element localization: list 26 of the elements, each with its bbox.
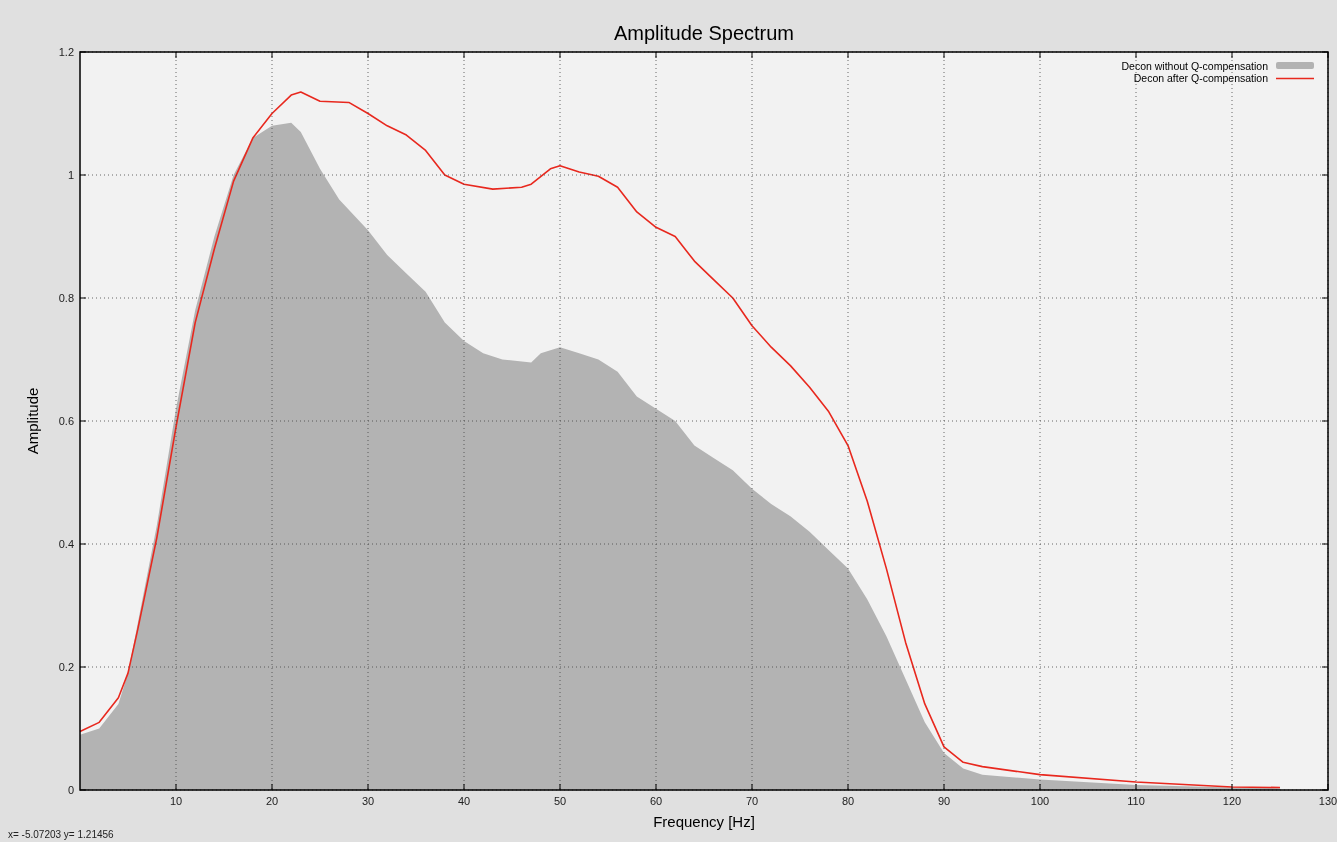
y-tick-label: 0.2 [58, 661, 74, 673]
x-tick-label: 80 [841, 795, 855, 807]
x-tick-label: 110 [1127, 795, 1145, 807]
y-tick-label: 0.4 [58, 538, 74, 550]
x-tick-label: 130 [1318, 795, 1337, 807]
y-tick-label: 0.8 [58, 292, 74, 304]
x-axis-title: Frequency [Hz] [653, 813, 755, 830]
x-tick-label: 20 [265, 795, 279, 807]
x-tick-label: 50 [553, 795, 567, 807]
text: x= -5.07203 y= 1.21456 [8, 829, 115, 840]
x-tick-label: 100 [1030, 795, 1050, 807]
y-axis-title: Amplitude [24, 387, 41, 455]
x-tick-label: 90 [937, 795, 951, 807]
x-tick-label: 40 [457, 795, 471, 807]
legend-label: Decon without Q-compensation [1121, 60, 1269, 72]
x-tick-label: 30 [361, 795, 375, 807]
x-tick-label: 120 [1222, 795, 1242, 807]
y-tick-label: 0 [67, 784, 74, 796]
y-tick-label: 0.6 [58, 415, 74, 427]
chart-title: Amplitude Spectrum [613, 22, 795, 44]
x-tick-label: 60 [649, 795, 663, 807]
legend-label: Decon after Q-compensation [1133, 72, 1269, 84]
x-tick-label: 70 [745, 795, 759, 807]
y-tick-label: 1 [67, 169, 74, 181]
x-tick-label: 10 [169, 795, 183, 807]
y-tick-label: 1.2 [58, 46, 74, 58]
